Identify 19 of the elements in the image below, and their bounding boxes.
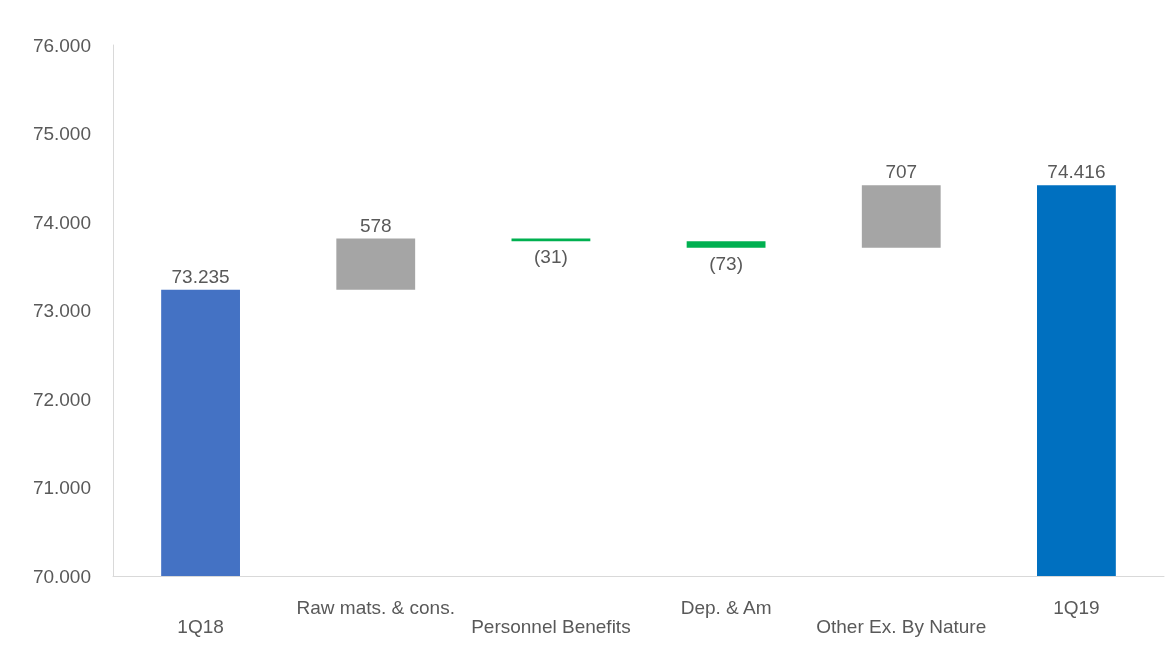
x-tick-label: Raw mats. & cons.	[296, 597, 455, 618]
x-tick-label: Personnel Benefits	[471, 616, 631, 637]
x-tick-label: Other Ex. By Nature	[816, 616, 987, 637]
y-tick-label: 74.000	[32, 211, 91, 233]
data-label: (31)	[534, 246, 568, 268]
data-label: 74.416	[1047, 161, 1106, 183]
y-tick-label: 71.000	[32, 477, 91, 498]
y-tick-label: 75.000	[32, 123, 91, 144]
data-label: 707	[885, 161, 918, 183]
x-tick-label: 1Q18	[177, 616, 224, 637]
data-label: 73.235	[171, 265, 230, 287]
data-label: 578	[359, 214, 392, 236]
y-tick-label: 76.000	[32, 34, 91, 56]
x-tick-label: 1Q19	[1053, 597, 1100, 618]
data-label: (73)	[709, 252, 743, 274]
y-tick-label: 73.000	[32, 300, 91, 321]
y-tick-label: 70.000	[32, 565, 91, 587]
y-tick-label: 72.000	[32, 388, 91, 410]
x-tick-label: Dep. & Am	[680, 597, 772, 618]
